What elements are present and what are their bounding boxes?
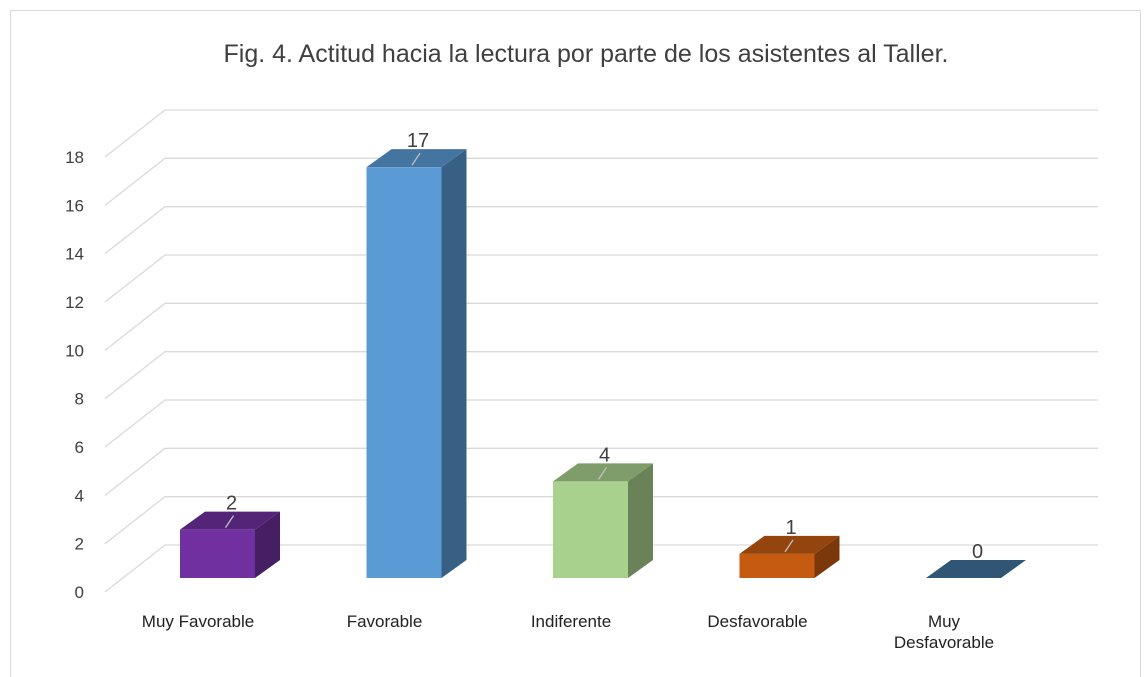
data-label: 4 bbox=[599, 444, 610, 466]
y-tick-label: 2 bbox=[75, 535, 84, 554]
bar-side bbox=[814, 535, 840, 578]
y-tick-label: 4 bbox=[75, 486, 84, 505]
bar-side bbox=[255, 511, 280, 578]
label-leader bbox=[224, 515, 235, 529]
grid-line bbox=[104, 254, 1098, 303]
grid-line bbox=[104, 302, 1098, 351]
y-tick-label: 16 bbox=[65, 196, 84, 215]
grid-line bbox=[104, 157, 1098, 206]
y-tick-label: 8 bbox=[75, 390, 84, 409]
x-tick-label: Muy Desfavorable bbox=[893, 612, 995, 652]
bar-front bbox=[180, 529, 255, 578]
data-label: 17 bbox=[407, 130, 429, 152]
chart-title: Fig. 4. Actitud hacia la lectura por par… bbox=[224, 40, 949, 68]
bar-front bbox=[739, 553, 815, 578]
bar-side bbox=[441, 149, 467, 578]
bar bbox=[180, 511, 280, 578]
bar-side bbox=[628, 463, 653, 578]
label-leader bbox=[411, 152, 421, 166]
grid-line bbox=[104, 206, 1098, 255]
x-tick-label: Indiferente bbox=[530, 612, 612, 631]
label-leader bbox=[784, 539, 794, 553]
grid-line bbox=[104, 496, 1098, 545]
bar bbox=[553, 463, 653, 578]
y-tick-label: 18 bbox=[65, 148, 84, 167]
y-tick-label: 10 bbox=[65, 341, 84, 360]
x-tick-label: Muy Favorable bbox=[141, 612, 255, 631]
y-tick-label: 6 bbox=[75, 438, 84, 457]
bar bbox=[366, 149, 467, 578]
grid-line bbox=[104, 351, 1098, 400]
x-tick-label: Favorable bbox=[346, 612, 423, 631]
grid-line bbox=[104, 109, 1098, 158]
bar-front bbox=[553, 481, 628, 578]
bar-front bbox=[366, 167, 442, 578]
grid-line bbox=[104, 399, 1098, 448]
data-label: 0 bbox=[972, 541, 983, 563]
y-tick-label: 0 bbox=[75, 583, 84, 602]
x-tick-label: Desfavorable bbox=[707, 612, 808, 631]
chart-frame bbox=[10, 10, 1141, 677]
grid-line bbox=[104, 447, 1098, 496]
y-tick-label: 12 bbox=[65, 293, 84, 312]
y-tick-label: 14 bbox=[65, 245, 84, 264]
bar bbox=[926, 560, 1026, 578]
bar bbox=[739, 535, 840, 578]
data-label: 2 bbox=[226, 493, 237, 515]
bar-top bbox=[926, 560, 1026, 578]
label-leader bbox=[597, 466, 608, 480]
data-label: 1 bbox=[785, 517, 796, 539]
